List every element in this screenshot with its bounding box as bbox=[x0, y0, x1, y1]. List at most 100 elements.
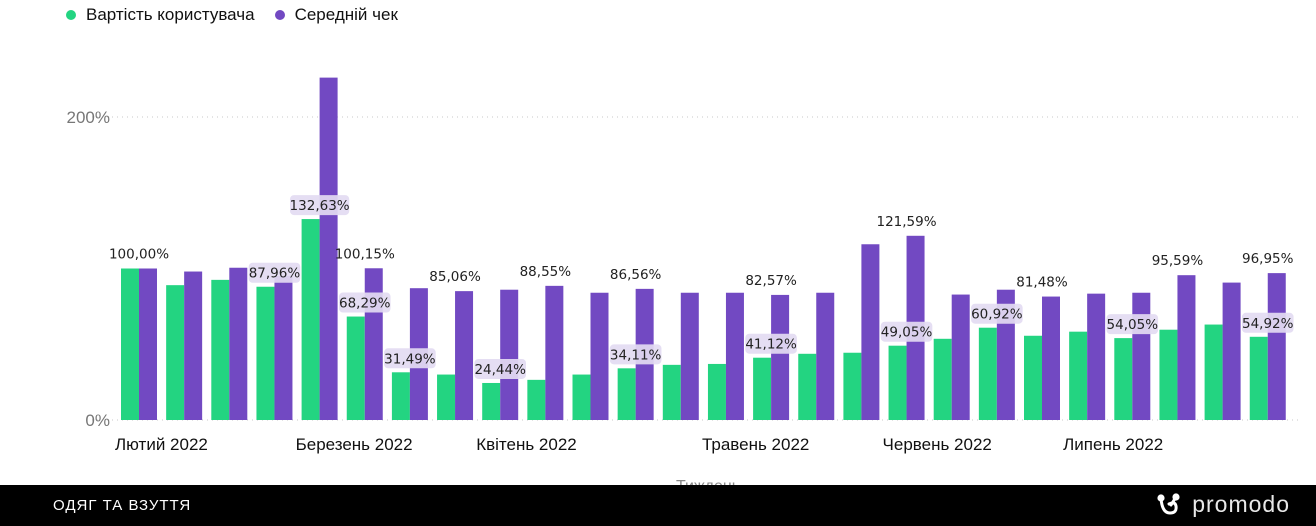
bar-chart: 0% 200% 87,96% 132,63% 68,29% 31,49% 24,44% 34… bbox=[67, 77, 1300, 485]
bar-average-check bbox=[590, 292, 609, 420]
data-label-text: 24,44% bbox=[474, 362, 526, 378]
legend-label: Середній чек bbox=[294, 5, 398, 24]
data-label: 86,56% bbox=[610, 267, 662, 283]
bar-user-cost bbox=[572, 374, 591, 420]
data-label-text: 100,15% bbox=[335, 246, 395, 262]
bar-user-cost bbox=[1114, 338, 1133, 420]
bar-average-check bbox=[680, 292, 699, 420]
data-label: 31,49% bbox=[384, 348, 436, 369]
bar-user-cost bbox=[978, 327, 997, 420]
y-tick-label: 200% bbox=[67, 108, 110, 127]
data-label: 88,55% bbox=[520, 264, 572, 280]
bar-user-cost bbox=[437, 374, 456, 420]
bar-user-cost bbox=[166, 285, 185, 420]
bar-user-cost bbox=[482, 382, 501, 420]
legend-label: Вартість користувача bbox=[86, 5, 255, 24]
bar-user-cost bbox=[1024, 335, 1042, 420]
legend-dot-icon bbox=[66, 10, 76, 20]
data-label-background bbox=[338, 292, 391, 313]
bar-average-check bbox=[364, 268, 383, 420]
data-label: 100,00% bbox=[109, 247, 169, 263]
bar-user-cost bbox=[121, 268, 139, 420]
legend-dot-icon bbox=[274, 10, 285, 20]
legend-item-average-check[interactable]: Середній чек bbox=[274, 5, 398, 25]
data-labels: 87,96% 132,63% 68,29% 31,49% 24,44% 34,11% 41,… bbox=[109, 195, 1294, 379]
bar-user-cost bbox=[662, 364, 681, 420]
bar-average-check bbox=[1087, 293, 1106, 420]
data-label: 54,92% bbox=[1241, 312, 1294, 333]
data-label-text: 96,95% bbox=[1242, 251, 1294, 267]
data-label-text: 68,29% bbox=[339, 296, 391, 312]
data-label: 34,11% bbox=[609, 344, 662, 365]
bar-average-check bbox=[184, 271, 203, 420]
x-month-label: Липень 2022 bbox=[1063, 435, 1163, 454]
x-month-label: Березень 2022 bbox=[296, 435, 413, 454]
data-label: 54,05% bbox=[1106, 314, 1159, 335]
brand-logo: promodo bbox=[1156, 491, 1290, 518]
data-label-background bbox=[248, 262, 301, 283]
bar-average-check bbox=[951, 294, 970, 420]
data-label: 95,59% bbox=[1152, 253, 1204, 269]
data-label: 85,06% bbox=[429, 269, 481, 285]
bar-user-cost bbox=[888, 345, 907, 420]
data-label-background bbox=[880, 321, 933, 342]
bar-user-cost bbox=[1249, 336, 1268, 420]
bar-average-check bbox=[545, 285, 564, 420]
bar-user-cost bbox=[753, 357, 772, 420]
bar-average-check bbox=[725, 292, 744, 420]
data-label-background bbox=[474, 358, 526, 379]
bar-user-cost bbox=[617, 368, 636, 420]
bar-average-check bbox=[1267, 273, 1286, 420]
data-label: 60,92% bbox=[971, 303, 1023, 324]
data-label: 41,12% bbox=[745, 333, 797, 354]
data-label-text: 54,05% bbox=[1107, 317, 1159, 333]
data-label: 68,29% bbox=[338, 292, 391, 313]
data-label-text: 100,00% bbox=[109, 247, 169, 263]
data-label: 82,57% bbox=[745, 273, 797, 289]
bar-user-cost bbox=[798, 353, 817, 420]
data-label: 121,59% bbox=[877, 214, 937, 230]
data-label-text: 121,59% bbox=[877, 214, 937, 230]
bar-user-cost bbox=[301, 219, 320, 420]
data-label: 49,05% bbox=[880, 321, 933, 342]
bar-average-check bbox=[455, 291, 474, 420]
data-label-background bbox=[609, 344, 662, 365]
bar-average-check bbox=[274, 276, 293, 420]
bar-user-cost bbox=[1204, 324, 1223, 420]
data-label-background bbox=[290, 195, 350, 216]
promodo-logo-icon bbox=[1157, 492, 1180, 515]
bar-user-cost bbox=[527, 379, 546, 420]
x-month-label: Лютий 2022 bbox=[115, 435, 208, 454]
x-axis-title: Тиждень bbox=[676, 478, 740, 485]
data-label: 24,44% bbox=[474, 358, 526, 379]
data-label-background bbox=[971, 303, 1023, 324]
y-axis: 0% 200% bbox=[67, 108, 110, 430]
bar-user-cost bbox=[346, 316, 365, 420]
bar-average-check bbox=[1042, 296, 1060, 420]
bar-average-check bbox=[1222, 282, 1241, 420]
data-label-text: 60,92% bbox=[971, 307, 1023, 323]
legend-item-user-cost[interactable]: Вартість користувача bbox=[66, 5, 255, 25]
x-month-label: Квітень 2022 bbox=[476, 435, 577, 454]
data-label-text: 34,11% bbox=[610, 347, 662, 363]
x-month-label: Травень 2022 bbox=[702, 435, 809, 454]
bar-average-check bbox=[319, 77, 338, 421]
data-label: 100,15% bbox=[335, 246, 395, 262]
bar-average-check bbox=[816, 292, 835, 420]
data-label-text: 54,92% bbox=[1242, 316, 1294, 332]
data-label-background bbox=[745, 333, 797, 354]
bar-user-cost bbox=[256, 286, 275, 420]
data-label-text: 87,96% bbox=[249, 266, 301, 282]
data-label: 81,48% bbox=[1016, 275, 1068, 291]
x-month-label: Червень 2022 bbox=[883, 435, 992, 454]
bar-average-check bbox=[500, 289, 519, 420]
y-tick-label: 0% bbox=[85, 411, 110, 430]
chart-legend: Вартість користувача Середній чек bbox=[66, 4, 418, 26]
data-label: 87,96% bbox=[248, 262, 301, 283]
data-label: 132,63% bbox=[290, 195, 350, 216]
data-label-background bbox=[1106, 314, 1159, 335]
data-label-background bbox=[1241, 312, 1294, 333]
bar-average-check bbox=[771, 294, 790, 420]
bar-user-cost bbox=[1159, 329, 1178, 420]
bar-average-check bbox=[229, 267, 248, 420]
